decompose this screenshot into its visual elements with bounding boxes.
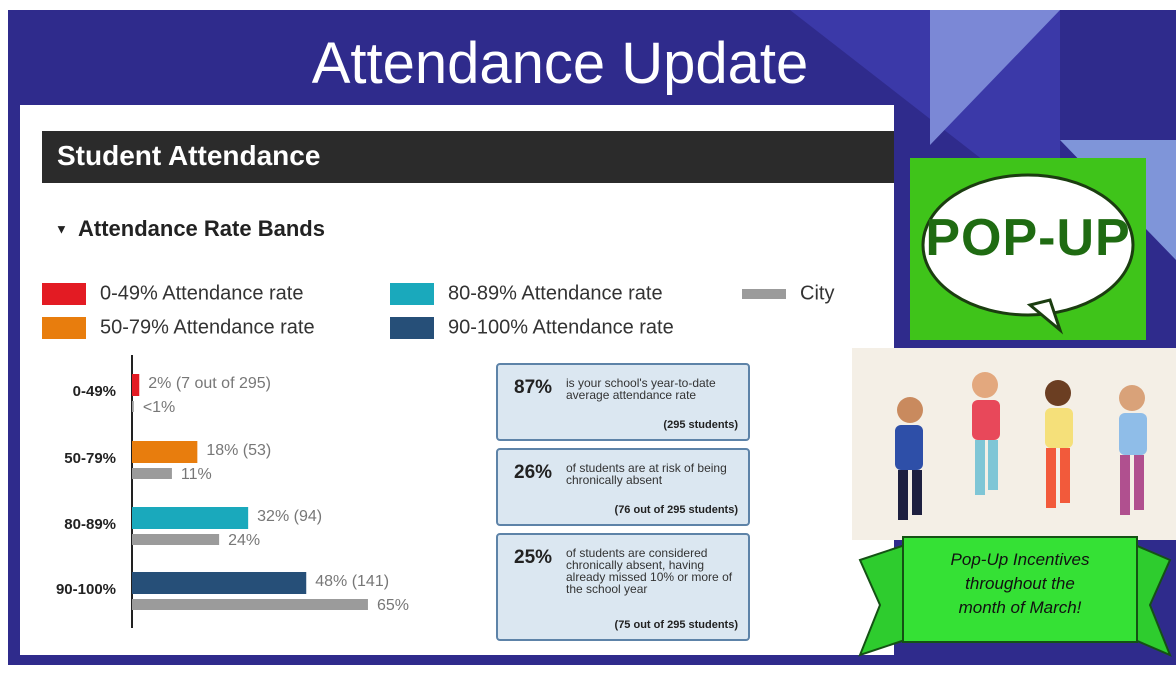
data-label: 32% (94) [257,508,322,525]
bar [132,441,198,463]
data-label: 2% (7 out of 295) [148,375,271,392]
caret: ▼ [55,221,68,236]
banner-line: Pop-Up Incentives [950,550,1090,569]
legend-label: 50-79% Attendance rate [100,316,315,338]
legend-swatch [742,289,786,299]
legend-swatch [42,317,86,339]
dancers [895,372,1147,520]
legend-swatch [390,283,434,305]
data-label: 24% [228,532,260,549]
data-label: 65% [377,597,409,614]
legend-label: 80-89% Attendance rate [448,282,663,304]
data-label: 18% (53) [206,442,271,459]
speech-bubble [921,173,1135,317]
info-box: 87% is your school's year-to-date average… [496,363,750,441]
box-figure: 26% [514,462,553,483]
section-title: Student Attendance [57,140,321,171]
box-text: of students are considered chronically a… [566,546,733,596]
bubble-tail [1026,298,1064,335]
data-label: <1% [143,399,175,416]
banner-line: month of March! [958,598,1082,617]
ribbon-end [858,543,906,657]
shape [930,10,1060,145]
bar [132,599,368,610]
box-figure: 25% [514,547,553,568]
popup-text: POP-UP [925,209,1131,267]
box-note: (75 out of 295 students) [614,619,738,631]
box-text: of students are at risk of being chronic… [566,461,727,487]
legend-swatch [42,283,86,305]
slide-title: Attendance Update [311,31,809,96]
box-figure: 87% [514,377,553,398]
banner [902,536,1138,643]
data-label: 11% [181,466,212,483]
data-label: 48% (141) [315,573,389,590]
box-note: (76 out of 295 students) [614,504,738,516]
info-box: 26% of students are at risk of being chro… [496,448,750,526]
bar [132,507,249,529]
legend-swatch [390,317,434,339]
chart: ▼ Attendance Rate Bands 0-49% Attendance… [42,216,834,628]
info-box: 25% of students are considered chronicall… [496,533,750,641]
y-tick-label: 90-100% [56,581,116,598]
banner-line: throughout the [965,574,1075,593]
chart-title: Attendance Rate Bands [78,216,325,241]
bar [132,374,140,396]
y-tick-label: 80-89% [64,516,116,533]
legend-label: 90-100% Attendance rate [448,316,674,338]
y-tick-label: 50-79% [64,450,116,467]
bar [132,534,220,545]
box-text: is your school's year-to-date average at… [566,376,716,402]
section-bar [42,131,894,183]
banner-text: Pop-Up Incentives throughout the month o… [910,548,1130,620]
bar [132,572,307,594]
legend-label: 0-49% Attendance rate [100,282,303,304]
bar [132,401,134,412]
legend-label: City [800,282,834,304]
y-tick-label: 0-49% [73,383,116,400]
box-note: (295 students) [663,419,738,431]
bar [132,468,172,479]
ribbon-end [1134,543,1172,657]
